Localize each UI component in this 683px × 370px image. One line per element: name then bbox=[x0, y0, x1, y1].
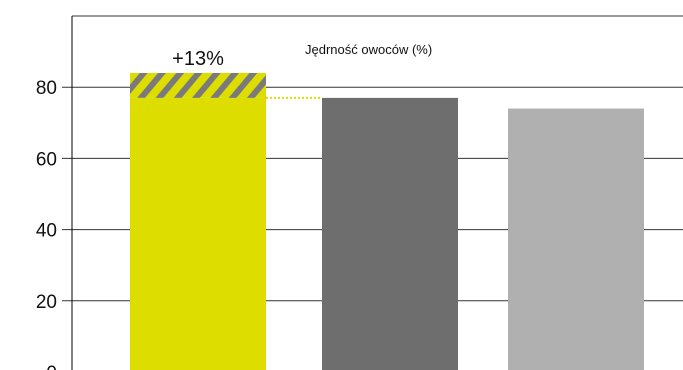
y-tick-label-80: 80 bbox=[36, 78, 57, 99]
increase-label: +13% bbox=[172, 48, 224, 70]
bars: +13% bbox=[130, 48, 644, 370]
bar-1-increase-segment bbox=[130, 72, 266, 98]
bar-1 bbox=[130, 97, 266, 370]
y-tick-label-20: 20 bbox=[36, 292, 57, 313]
y-tick-label-40: 40 bbox=[36, 221, 57, 242]
bar-2 bbox=[322, 97, 458, 370]
y-tick-label-60: 60 bbox=[36, 149, 57, 170]
bar-3 bbox=[508, 108, 644, 370]
y-tick-label-0: 0 bbox=[46, 363, 57, 370]
chart-title: Jędrność owoców (%) bbox=[305, 42, 432, 57]
y-axis-labels: 0 20 40 60 80 bbox=[36, 78, 57, 370]
